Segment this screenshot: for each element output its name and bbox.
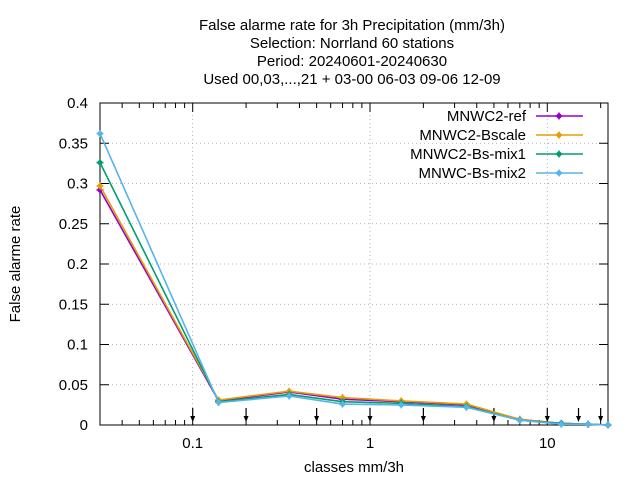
y-tick-label: 0.25 bbox=[59, 216, 88, 233]
threshold-arrow bbox=[576, 408, 582, 422]
data-point bbox=[96, 130, 104, 138]
y-tick-label: 0.4 bbox=[67, 95, 88, 112]
data-point bbox=[215, 398, 223, 406]
data-point bbox=[285, 392, 293, 400]
series-lines bbox=[96, 130, 612, 429]
legend-label: MNWC-Bs-mix2 bbox=[419, 165, 526, 182]
data-point bbox=[339, 400, 347, 408]
data-point bbox=[557, 420, 565, 428]
data-point bbox=[96, 159, 104, 167]
y-tick-label: 0 bbox=[80, 417, 88, 434]
series-2 bbox=[96, 159, 612, 429]
legend-marker bbox=[555, 169, 563, 177]
data-point bbox=[516, 416, 524, 424]
series-line bbox=[99, 162, 609, 426]
legend-entry: MNWC2-ref bbox=[447, 108, 583, 125]
legend-label: MNWC2-Bscale bbox=[419, 127, 526, 144]
axis-ticks: 0 0.05 0.1 0.15 0.2 0.25 0.3 0.35 0.4 0.1 1 10 bbox=[59, 95, 608, 452]
legend-label: MNWC2-ref bbox=[447, 108, 527, 125]
series-3 bbox=[96, 130, 612, 429]
x-tick-label: 0.1 bbox=[182, 435, 203, 452]
threshold-arrow bbox=[367, 408, 373, 422]
legend: MNWC2-ref MNWC2-Bscale MNWC2-Bs-mix1 MNWC-B… bbox=[410, 108, 583, 182]
y-tick-label: 0.05 bbox=[59, 377, 88, 394]
y-tick-label: 0.15 bbox=[59, 296, 88, 313]
data-point bbox=[584, 420, 592, 428]
legend-entry: MNWC-Bs-mix2 bbox=[419, 165, 583, 182]
y-tick-label: 0.1 bbox=[67, 337, 88, 354]
series-line bbox=[99, 133, 609, 426]
series-0 bbox=[96, 186, 612, 429]
threshold-arrow bbox=[544, 408, 550, 422]
data-point bbox=[397, 401, 405, 409]
legend-entry: MNWC2-Bscale bbox=[419, 127, 583, 144]
grid bbox=[100, 103, 608, 425]
legend-entry: MNWC2-Bs-mix1 bbox=[410, 146, 583, 163]
y-tick-label: 0.35 bbox=[59, 135, 88, 152]
title-line: Period: 20240601-20240630 bbox=[257, 53, 447, 70]
title-line: Selection: Norrland 60 stations bbox=[250, 35, 454, 52]
threshold-arrows bbox=[190, 408, 604, 422]
series-1 bbox=[96, 182, 612, 429]
title-line: Used 00,03,...,21 + 03-00 06-03 09-06 12… bbox=[203, 71, 500, 88]
threshold-arrow bbox=[190, 408, 196, 422]
data-point bbox=[604, 421, 612, 429]
chart-title: False alarme rate for 3h Precipitation (… bbox=[199, 17, 505, 88]
legend-label: MNWC2-Bs-mix1 bbox=[410, 146, 526, 163]
y-axis-label: False alarme rate bbox=[7, 206, 24, 323]
legend-marker bbox=[555, 131, 563, 139]
y-tick-label: 0.3 bbox=[67, 176, 88, 193]
x-tick-label: 10 bbox=[539, 435, 556, 452]
data-point bbox=[462, 403, 470, 411]
legend-marker bbox=[555, 112, 563, 120]
threshold-arrow bbox=[314, 408, 320, 422]
legend-marker bbox=[555, 150, 563, 158]
x-tick-label: 1 bbox=[366, 435, 374, 452]
y-tick-label: 0.2 bbox=[67, 256, 88, 273]
data-point bbox=[96, 182, 104, 190]
threshold-arrow bbox=[243, 408, 249, 422]
threshold-arrow bbox=[420, 408, 426, 422]
threshold-arrow bbox=[598, 408, 604, 422]
x-axis-label: classes mm/3h bbox=[304, 459, 404, 476]
title-line: False alarme rate for 3h Precipitation (… bbox=[199, 17, 505, 34]
